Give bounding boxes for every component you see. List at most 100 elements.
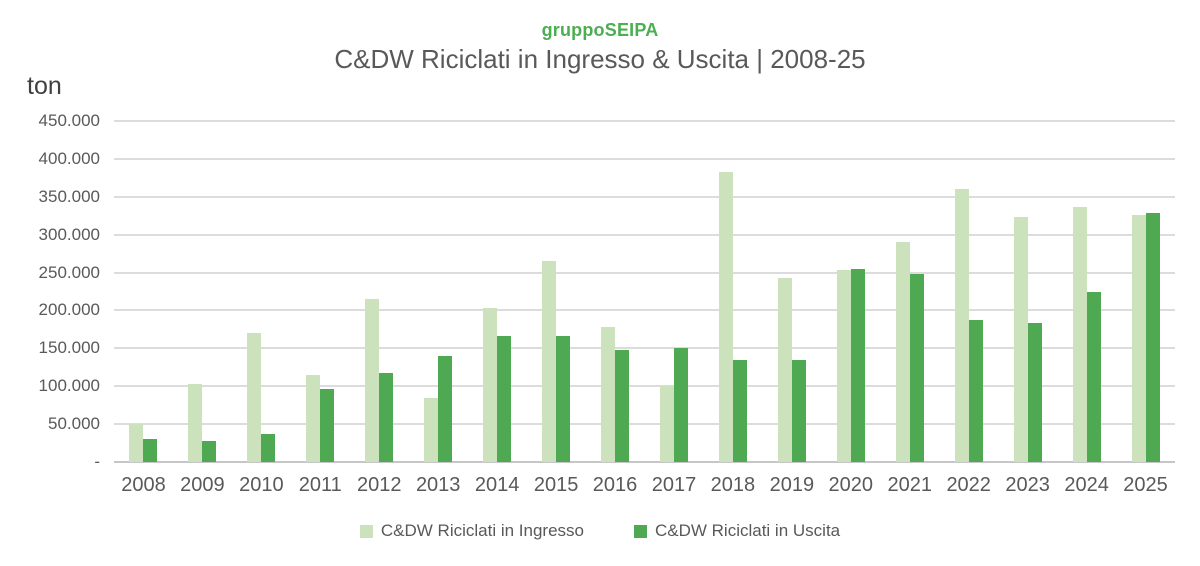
- bar-c-dw-riciclati-in-ingresso-2017: [659, 386, 674, 462]
- bar-group-2023: 2023: [998, 121, 1057, 496]
- legend-item-c-dw-riciclati-in-ingresso: C&DW Riciclati in Ingresso: [359, 521, 584, 541]
- bar-c-dw-riciclati-in-uscita-2010: [261, 433, 276, 462]
- x-tick-label-2013: 2013: [415, 474, 461, 496]
- y-tick-label: -: [94, 452, 100, 471]
- bar-c-dw-riciclati-in-uscita-2014: [497, 336, 512, 462]
- bar-group-2016: 2016: [586, 121, 645, 496]
- bar-c-dw-riciclati-in-ingresso-2020: [836, 270, 851, 462]
- x-tick-label-2023: 2023: [1005, 474, 1050, 496]
- bar-group-2014: 2014: [468, 121, 527, 496]
- x-tick-label-2012: 2012: [356, 474, 402, 496]
- legend-label: C&DW Riciclati in Uscita: [654, 521, 841, 540]
- legend-item-c-dw-riciclati-in-uscita: C&DW Riciclati in Uscita: [633, 521, 841, 541]
- bar-c-dw-riciclati-in-ingresso-2021: [895, 242, 910, 462]
- x-tick-label-2024: 2024: [1064, 474, 1109, 496]
- y-tick-label: 200.000: [38, 300, 100, 320]
- bar-c-dw-riciclati-in-ingresso-2008: [129, 424, 144, 462]
- bar-group-2015: 2015: [527, 121, 586, 496]
- bar-c-dw-riciclati-in-ingresso-2011: [306, 374, 321, 462]
- y-tick-label: 150.000: [38, 338, 100, 358]
- bar-group-2018: 2018: [703, 121, 762, 496]
- gridline: [114, 157, 1175, 160]
- bar-c-dw-riciclati-in-ingresso-2009: [188, 383, 203, 462]
- legend-swatch-icon: [633, 524, 647, 538]
- x-tick-label-2008: 2008: [121, 474, 166, 496]
- y-axis-unit-label: ton: [27, 72, 62, 100]
- bar-c-dw-riciclati-in-ingresso-2023: [1013, 217, 1028, 462]
- bar-c-dw-riciclati-in-uscita-2015: [556, 336, 571, 462]
- x-tick-label-2025: 2025: [1123, 474, 1168, 496]
- y-tick-label: 100.000: [38, 376, 100, 396]
- bar-group-2010: 2010: [232, 121, 291, 496]
- gridline: [114, 195, 1175, 198]
- bar-c-dw-riciclati-in-uscita-2008: [143, 439, 158, 462]
- bar-group-2017: 2017: [645, 121, 704, 496]
- x-tick-label-2018: 2018: [710, 474, 756, 496]
- bar-group-2020: 2020: [821, 121, 880, 496]
- gridline: [114, 423, 1175, 426]
- x-tick-label-2022: 2022: [946, 474, 991, 496]
- gridline: [114, 309, 1175, 312]
- bar-c-dw-riciclati-in-ingresso-2024: [1072, 207, 1087, 462]
- bar-c-dw-riciclati-in-ingresso-2016: [601, 327, 616, 462]
- bar-c-dw-riciclati-in-ingresso-2019: [777, 277, 792, 462]
- x-tick-label-2014: 2014: [474, 474, 520, 496]
- bar-c-dw-riciclati-in-uscita-2022: [968, 320, 983, 462]
- y-tick-label: 350.000: [38, 186, 100, 206]
- y-tick-label: 400.000: [38, 148, 100, 168]
- bar-group-2019: 2019: [762, 121, 821, 496]
- gridline: [114, 347, 1175, 350]
- plot-area: - 50.000 100.000 150.000 200.000 250.000 300.0…: [39, 111, 1175, 496]
- x-tick-label-2021: 2021: [887, 474, 932, 496]
- bar-c-dw-riciclati-in-ingresso-2010: [247, 333, 262, 462]
- legend: C&DW Riciclati in Ingresso C&DW Riciclati…: [0, 521, 1200, 541]
- bar-c-dw-riciclati-in-ingresso-2014: [483, 308, 498, 462]
- bar-group-2022: 2022: [939, 121, 998, 496]
- bar-c-dw-riciclati-in-uscita-2025: [1145, 213, 1160, 462]
- bar-c-dw-riciclati-in-uscita-2024: [1086, 291, 1101, 462]
- gridline: [114, 120, 1175, 122]
- bar-c-dw-riciclati-in-uscita-2016: [615, 349, 630, 462]
- x-tick-label-2020: 2020: [828, 474, 874, 496]
- bar-c-dw-riciclati-in-uscita-2018: [732, 359, 747, 462]
- x-tick-label-2011: 2011: [298, 474, 342, 496]
- y-tick-label: 50.000: [48, 414, 100, 434]
- bar-c-dw-riciclati-in-ingresso-2012: [365, 299, 380, 462]
- bar-group-2008: 2008: [114, 121, 173, 496]
- x-tick-label-2019: 2019: [769, 474, 815, 496]
- y-tick-label: 300.000: [38, 224, 100, 244]
- bar-c-dw-riciclati-in-uscita-2011: [320, 389, 335, 462]
- bar-group-2024: 2024: [1057, 121, 1116, 496]
- bar-c-dw-riciclati-in-uscita-2019: [791, 359, 806, 462]
- bar-group-2009: 2009: [173, 121, 232, 496]
- bar-c-dw-riciclati-in-uscita-2023: [1027, 322, 1042, 462]
- y-tick-label: 250.000: [38, 262, 100, 282]
- gridline: [114, 271, 1175, 274]
- bar-c-dw-riciclati-in-ingresso-2025: [1131, 214, 1146, 462]
- legend-swatch-icon: [359, 524, 373, 538]
- bar-c-dw-riciclati-in-uscita-2009: [202, 440, 217, 462]
- bar-group-2011: 2011: [291, 121, 350, 496]
- bar-group-2013: 2013: [409, 121, 468, 496]
- x-tick-label-2016: 2016: [592, 474, 638, 496]
- bar-c-dw-riciclati-in-ingresso-2018: [718, 171, 733, 462]
- x-tick-label-2009: 2009: [180, 474, 225, 496]
- bar-group-2025: 2025: [1116, 121, 1175, 496]
- gridline: [114, 385, 1175, 388]
- bar-c-dw-riciclati-in-ingresso-2022: [954, 189, 969, 462]
- legend-label: C&DW Riciclati in Ingresso: [380, 521, 584, 540]
- bar-c-dw-riciclati-in-uscita-2021: [909, 274, 924, 462]
- bar-c-dw-riciclati-in-uscita-2013: [438, 355, 453, 462]
- x-tick-label-2010: 2010: [239, 474, 284, 496]
- bar-c-dw-riciclati-in-uscita-2020: [850, 268, 865, 462]
- x-tick-label-2015: 2015: [533, 474, 579, 496]
- x-axis-baseline: [114, 461, 1175, 463]
- bar-group-2021: 2021: [880, 121, 939, 496]
- x-tick-label-2017: 2017: [651, 474, 697, 496]
- bar-group-2012: 2012: [350, 121, 409, 496]
- y-tick-label: 450.000: [38, 111, 100, 130]
- bar-c-dw-riciclati-in-uscita-2017: [673, 348, 688, 462]
- bar-c-dw-riciclati-in-ingresso-2013: [424, 397, 439, 462]
- bar-c-dw-riciclati-in-ingresso-2015: [542, 261, 557, 462]
